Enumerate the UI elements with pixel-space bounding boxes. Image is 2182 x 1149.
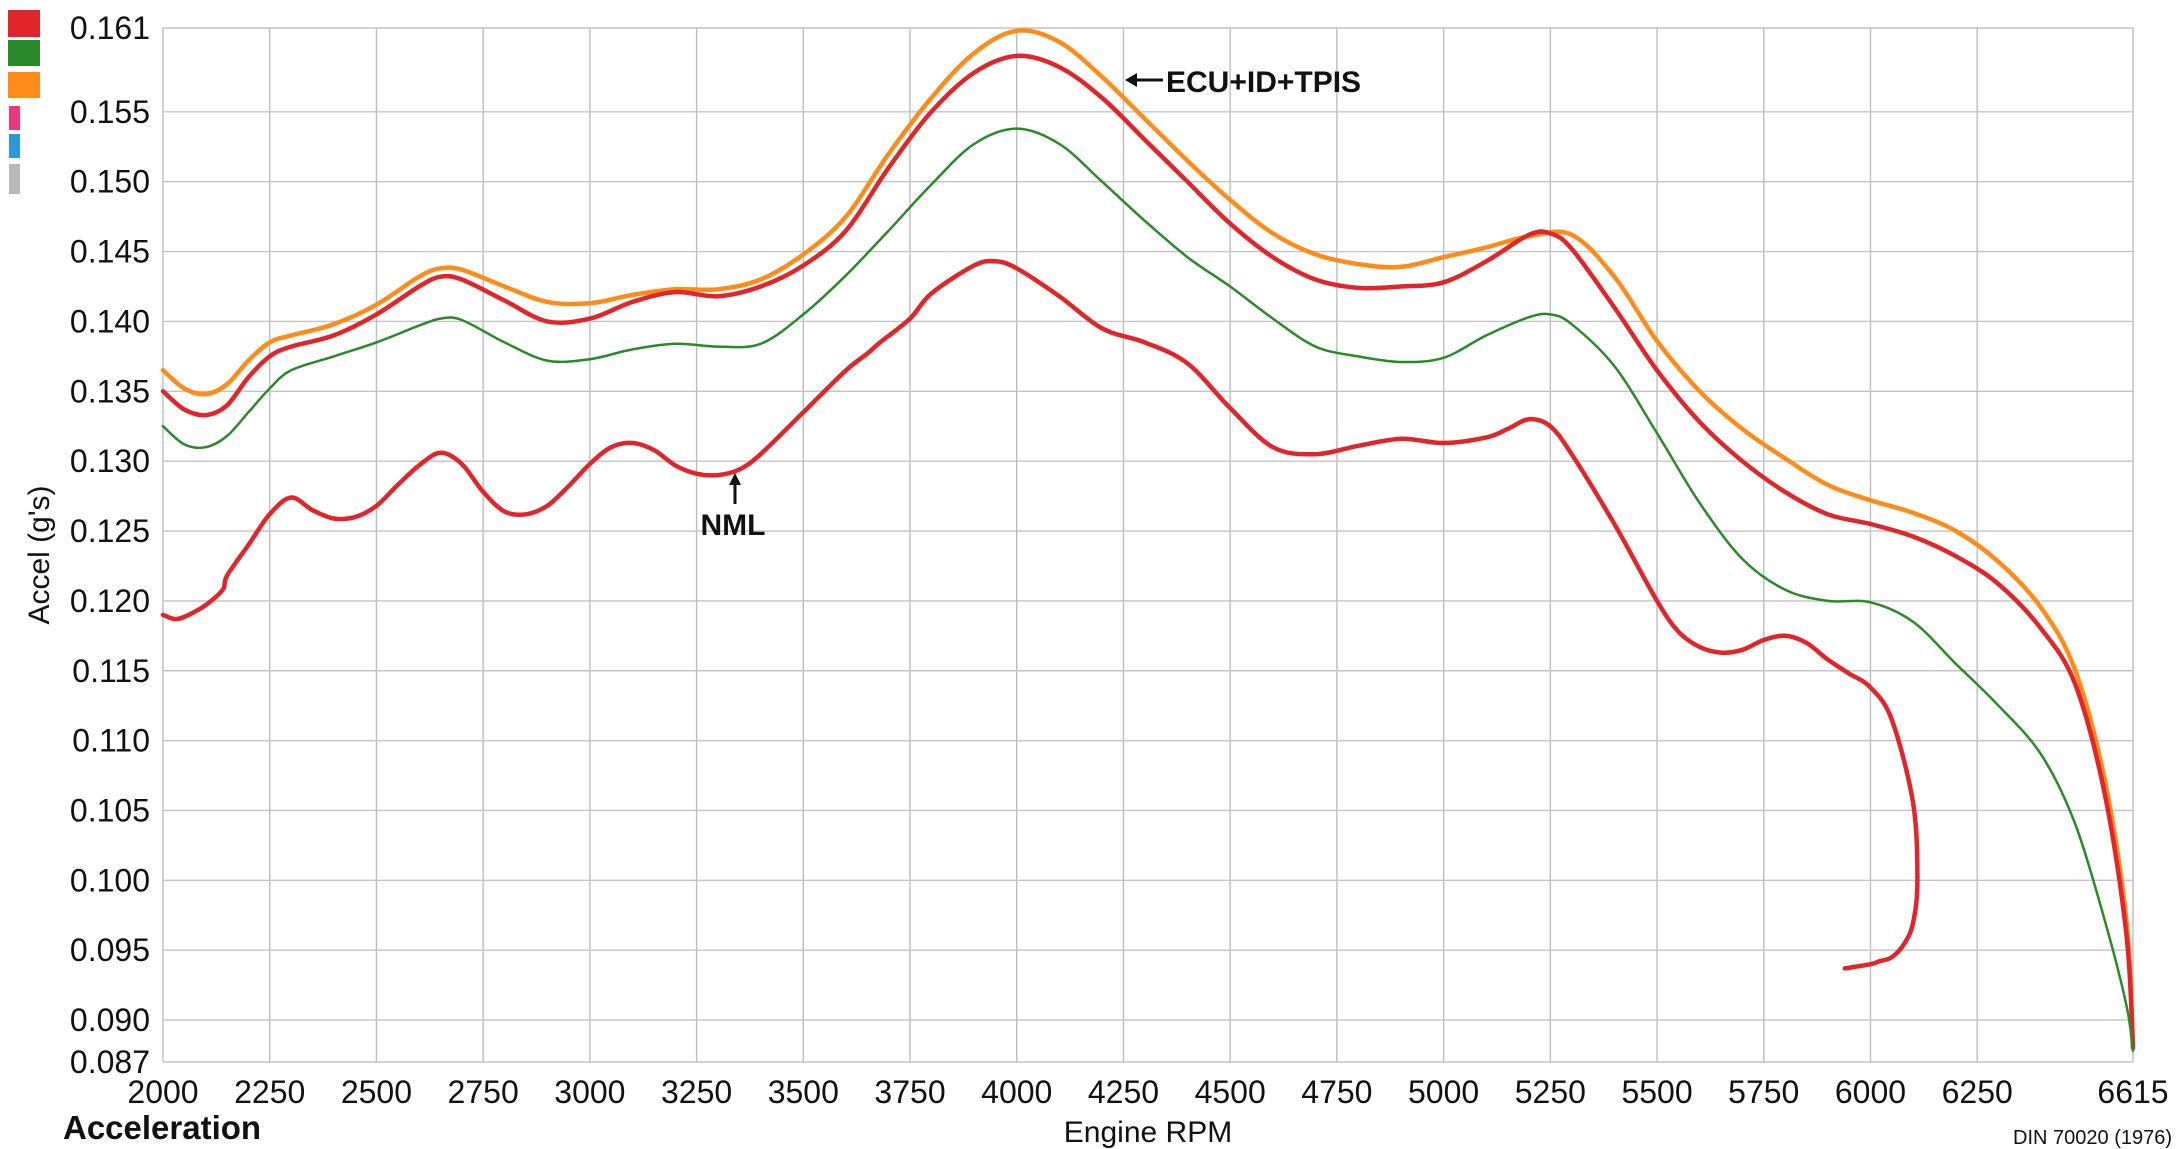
x-tick-label: 5000	[1408, 1074, 1479, 1110]
y-tick-label: 0.120	[70, 583, 150, 619]
y-tick-label: 0.110	[72, 723, 150, 759]
footer-standard-note: DIN 70020 (1976)	[2013, 1127, 2172, 1149]
x-tick-label: 6000	[1835, 1074, 1906, 1110]
x-tick-label: 3500	[768, 1074, 839, 1110]
series-line-4	[160, 258, 1920, 971]
x-tick-label: 2500	[341, 1074, 412, 1110]
x-tick-label: 5750	[1728, 1074, 1799, 1110]
y-tick-label: 0.150	[70, 164, 150, 200]
y-tick-label: 0.087	[70, 1044, 150, 1080]
y-tick-label: 0.145	[70, 234, 150, 270]
x-tick-label: 5500	[1621, 1074, 1692, 1110]
series-line-1	[160, 28, 2136, 1048]
red-swatch	[8, 10, 40, 37]
annotation-ecu-label: ECU+ID+TPIS	[1166, 66, 1361, 99]
ecu-arrow-head	[1125, 73, 1137, 87]
series-lines	[160, 28, 2136, 1053]
blue-swatch	[9, 134, 20, 158]
y-tick-label: 0.105	[70, 792, 150, 828]
y-tick-label: 0.090	[70, 1002, 150, 1038]
orange-swatch	[8, 72, 40, 98]
x-tick-label: 4250	[1088, 1074, 1159, 1110]
x-axis-title: Engine RPM	[1064, 1116, 1232, 1149]
legend-swatches	[8, 10, 40, 194]
pink-swatch	[9, 106, 20, 130]
nml-arrow-head	[729, 473, 741, 485]
x-tick-label: 3000	[554, 1074, 625, 1110]
x-tick-label: 4500	[1195, 1074, 1266, 1110]
x-tick-label: 3750	[874, 1074, 945, 1110]
x-tick-label: 2000	[127, 1074, 198, 1110]
x-tick-label: 3250	[661, 1074, 732, 1110]
annotations: ECU+ID+TPIS NML	[701, 66, 1362, 542]
grid	[162, 27, 2134, 1063]
x-tick-label: 2250	[234, 1074, 305, 1110]
y-tick-label: 0.140	[70, 303, 150, 339]
y-tick-label: 0.100	[70, 862, 150, 898]
x-tick-label: 2750	[448, 1074, 519, 1110]
y-tick-label: 0.095	[70, 932, 150, 968]
y-tick-label: 0.161	[70, 10, 150, 46]
footer-title: Acceleration	[63, 1109, 261, 1146]
y-tick-label: 0.135	[70, 373, 150, 409]
gray-swatch	[9, 164, 20, 194]
x-tick-label: 4000	[981, 1074, 1052, 1110]
green-swatch	[8, 40, 40, 66]
y-tick-label: 0.130	[70, 443, 150, 479]
series-line-3	[161, 127, 2135, 1053]
annotation-nml-label: NML	[701, 509, 766, 542]
y-tick-label: 0.115	[72, 653, 150, 689]
x-tick-label: 4750	[1301, 1074, 1372, 1110]
y-axis-title: Accel (g's)	[23, 485, 56, 624]
y-tick-label: 0.125	[70, 513, 150, 549]
tick-labels: 0.087 0.090 0.095 0.100 0.105 0.110 0.115 0.120…	[70, 10, 2169, 1110]
series-line-2	[160, 53, 2136, 1051]
y-tick-label: 0.155	[70, 94, 150, 130]
x-tick-label: 6250	[1942, 1074, 2013, 1110]
x-tick-label: 5250	[1515, 1074, 1586, 1110]
x-tick-label: 6615	[2097, 1074, 2168, 1110]
